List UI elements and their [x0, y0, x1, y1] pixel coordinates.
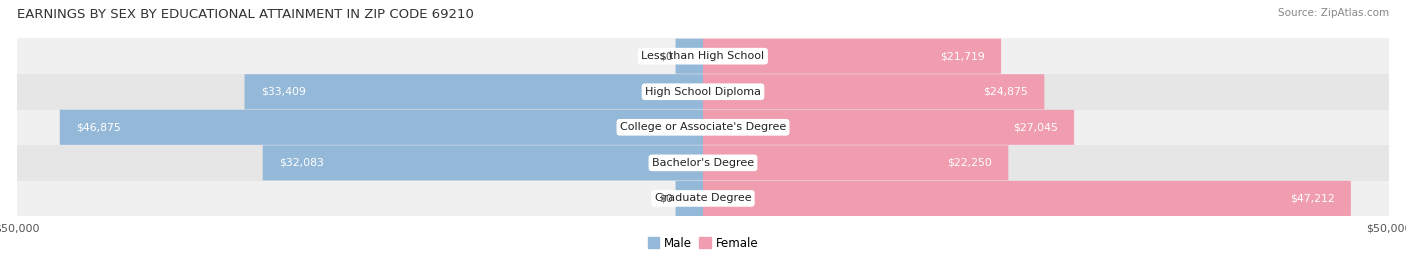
Bar	[17, 38, 1389, 74]
Text: High School Diploma: High School Diploma	[645, 87, 761, 97]
Text: $27,045: $27,045	[1012, 122, 1057, 132]
FancyBboxPatch shape	[703, 110, 1074, 145]
Text: $0: $0	[659, 51, 673, 61]
Bar	[17, 110, 1389, 145]
Text: Less than High School: Less than High School	[641, 51, 765, 61]
Text: EARNINGS BY SEX BY EDUCATIONAL ATTAINMENT IN ZIP CODE 69210: EARNINGS BY SEX BY EDUCATIONAL ATTAINMEN…	[17, 8, 474, 21]
Text: Graduate Degree: Graduate Degree	[655, 193, 751, 203]
FancyBboxPatch shape	[675, 39, 703, 74]
FancyBboxPatch shape	[59, 110, 703, 145]
Bar	[17, 145, 1389, 181]
Text: $32,083: $32,083	[280, 158, 323, 168]
Text: $46,875: $46,875	[76, 122, 121, 132]
FancyBboxPatch shape	[703, 145, 1008, 180]
FancyBboxPatch shape	[703, 39, 1001, 74]
Text: $22,250: $22,250	[948, 158, 991, 168]
Text: $0: $0	[659, 193, 673, 203]
Legend: Male, Female: Male, Female	[643, 232, 763, 255]
Text: $21,719: $21,719	[939, 51, 984, 61]
Text: $24,875: $24,875	[983, 87, 1028, 97]
Text: Source: ZipAtlas.com: Source: ZipAtlas.com	[1278, 8, 1389, 18]
Text: College or Associate's Degree: College or Associate's Degree	[620, 122, 786, 132]
Text: $47,212: $47,212	[1289, 193, 1334, 203]
Text: $33,409: $33,409	[262, 87, 307, 97]
FancyBboxPatch shape	[263, 145, 703, 180]
Bar	[17, 181, 1389, 216]
Text: Bachelor's Degree: Bachelor's Degree	[652, 158, 754, 168]
FancyBboxPatch shape	[675, 181, 703, 216]
Bar	[17, 74, 1389, 110]
FancyBboxPatch shape	[703, 74, 1045, 109]
FancyBboxPatch shape	[703, 181, 1351, 216]
FancyBboxPatch shape	[245, 74, 703, 109]
